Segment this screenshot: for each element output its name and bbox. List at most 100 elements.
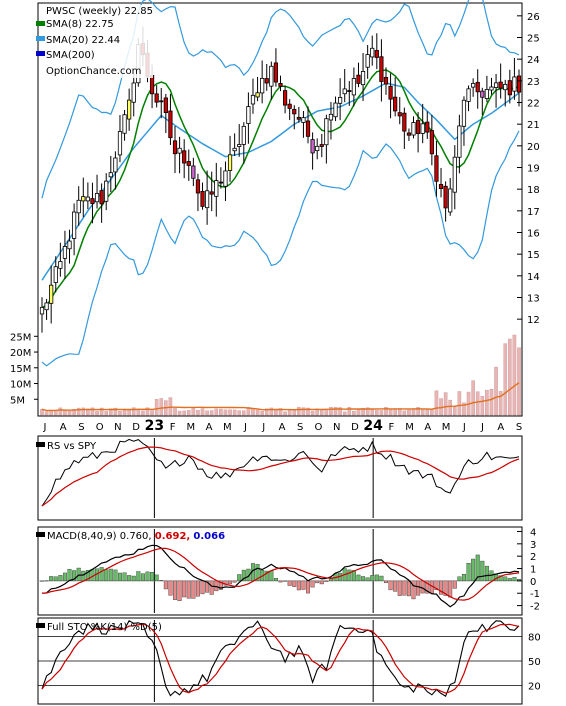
macd-tick-label: 1 bbox=[530, 565, 536, 576]
macd-line bbox=[41, 544, 520, 608]
candle bbox=[58, 261, 63, 269]
candle bbox=[223, 170, 228, 187]
volume-bar bbox=[113, 407, 118, 416]
bollinger-lower bbox=[41, 130, 520, 367]
volume-bar bbox=[278, 408, 283, 416]
volume-bar bbox=[90, 407, 95, 416]
volume-bar bbox=[310, 410, 315, 416]
macd-hist-bar bbox=[356, 574, 361, 582]
x-label: A bbox=[279, 422, 286, 433]
macd-hist-bar bbox=[475, 554, 480, 582]
volume-bar bbox=[214, 408, 219, 416]
macd-hist-bar bbox=[177, 580, 182, 601]
price-tick-label: 20 bbox=[527, 142, 540, 153]
candle bbox=[452, 156, 457, 193]
volume-bar bbox=[86, 408, 90, 416]
sto-k-line bbox=[41, 620, 520, 698]
macd-hist-bar bbox=[264, 570, 269, 582]
candle bbox=[182, 150, 187, 164]
volume-average bbox=[41, 382, 520, 412]
macd-label: MACD(8,40,9) bbox=[47, 531, 117, 542]
macd-hist-bar bbox=[67, 569, 72, 582]
candle bbox=[94, 193, 100, 203]
price-tick-label: 26 bbox=[527, 12, 540, 23]
x-label: N bbox=[114, 422, 121, 433]
volume-bar bbox=[191, 407, 196, 416]
volume-bar bbox=[72, 408, 76, 416]
macd-hist-bar bbox=[104, 569, 109, 582]
volume-bar bbox=[95, 410, 99, 416]
macd-hist-bar bbox=[512, 577, 517, 582]
x-label: M bbox=[187, 422, 196, 433]
volume-bar bbox=[209, 410, 214, 416]
volume-bar bbox=[76, 407, 81, 416]
candle bbox=[429, 130, 434, 155]
macd-hist-bar bbox=[173, 580, 178, 600]
rs-panel-frame bbox=[37, 435, 523, 521]
candle bbox=[260, 77, 265, 94]
volume-bar bbox=[489, 388, 494, 416]
volume-bar bbox=[131, 407, 136, 416]
macd-hist-bar bbox=[306, 580, 311, 594]
volume-bar bbox=[512, 334, 517, 416]
legend-sma8: SMA(8) 22.75 bbox=[46, 19, 114, 30]
candle bbox=[374, 50, 379, 58]
macd-hist-bar bbox=[296, 580, 301, 591]
macd-hist-bar bbox=[301, 580, 306, 590]
macd-hist-bar bbox=[484, 565, 489, 582]
candle bbox=[438, 184, 444, 190]
candle bbox=[347, 90, 352, 92]
volume-bar bbox=[264, 408, 269, 416]
macd-hist-bar bbox=[200, 580, 205, 595]
macd-hist-bar bbox=[191, 580, 196, 599]
x-axis-labels: J A S O N D 23 F M A M J J A S O N D 24 F M A M J J A S bbox=[43, 418, 523, 434]
x-label: S bbox=[297, 422, 303, 433]
candle bbox=[53, 266, 58, 283]
candle bbox=[388, 85, 393, 100]
macd-hist-bar bbox=[471, 558, 476, 582]
volume-bar bbox=[319, 409, 324, 416]
macd-hist-bar bbox=[287, 580, 292, 586]
candle bbox=[457, 125, 462, 158]
x-label: N bbox=[333, 422, 340, 433]
candle bbox=[191, 165, 196, 179]
chart-title: PWSC (weekly) 22.85 bbox=[46, 6, 153, 17]
candle bbox=[76, 199, 81, 214]
x-label: J bbox=[243, 422, 247, 433]
candle bbox=[117, 131, 123, 156]
macd-hist-bar bbox=[150, 572, 155, 582]
volume-tick-label: 25M bbox=[10, 332, 31, 343]
macd-tick-label: 3 bbox=[530, 540, 536, 551]
x-label: A bbox=[206, 422, 213, 433]
price-tick-label: 25 bbox=[527, 34, 540, 45]
volume-bar bbox=[301, 407, 306, 416]
sto-d-line bbox=[41, 623, 520, 694]
macd-tick-label: 4 bbox=[530, 527, 536, 538]
candle bbox=[104, 180, 109, 202]
x-label: O bbox=[96, 422, 104, 433]
macd-hist-bar bbox=[393, 580, 398, 592]
candle bbox=[310, 139, 315, 154]
volume-bar bbox=[242, 410, 246, 416]
x-label: A bbox=[497, 422, 504, 433]
macd-hist-bar bbox=[416, 580, 421, 596]
volume-bars bbox=[40, 334, 521, 416]
macd-hist-bar bbox=[237, 574, 242, 582]
candle bbox=[278, 83, 283, 87]
macd-hist-bar bbox=[182, 580, 187, 598]
volume-bar bbox=[471, 380, 475, 416]
macd-hist-bar bbox=[44, 580, 49, 582]
candle bbox=[85, 196, 90, 202]
volume-bar bbox=[365, 407, 370, 416]
macd-hist-bar bbox=[420, 580, 425, 594]
candle bbox=[62, 246, 68, 259]
candle bbox=[324, 118, 329, 146]
macd-hist-bar bbox=[163, 580, 168, 590]
candle bbox=[200, 191, 205, 207]
candle bbox=[163, 97, 168, 114]
macd-hist-bar bbox=[136, 571, 141, 582]
volume-bar bbox=[448, 399, 453, 416]
macd-hist-bar bbox=[448, 580, 453, 598]
volume-bar bbox=[283, 411, 287, 416]
sto-tick-label: 50 bbox=[528, 657, 541, 668]
